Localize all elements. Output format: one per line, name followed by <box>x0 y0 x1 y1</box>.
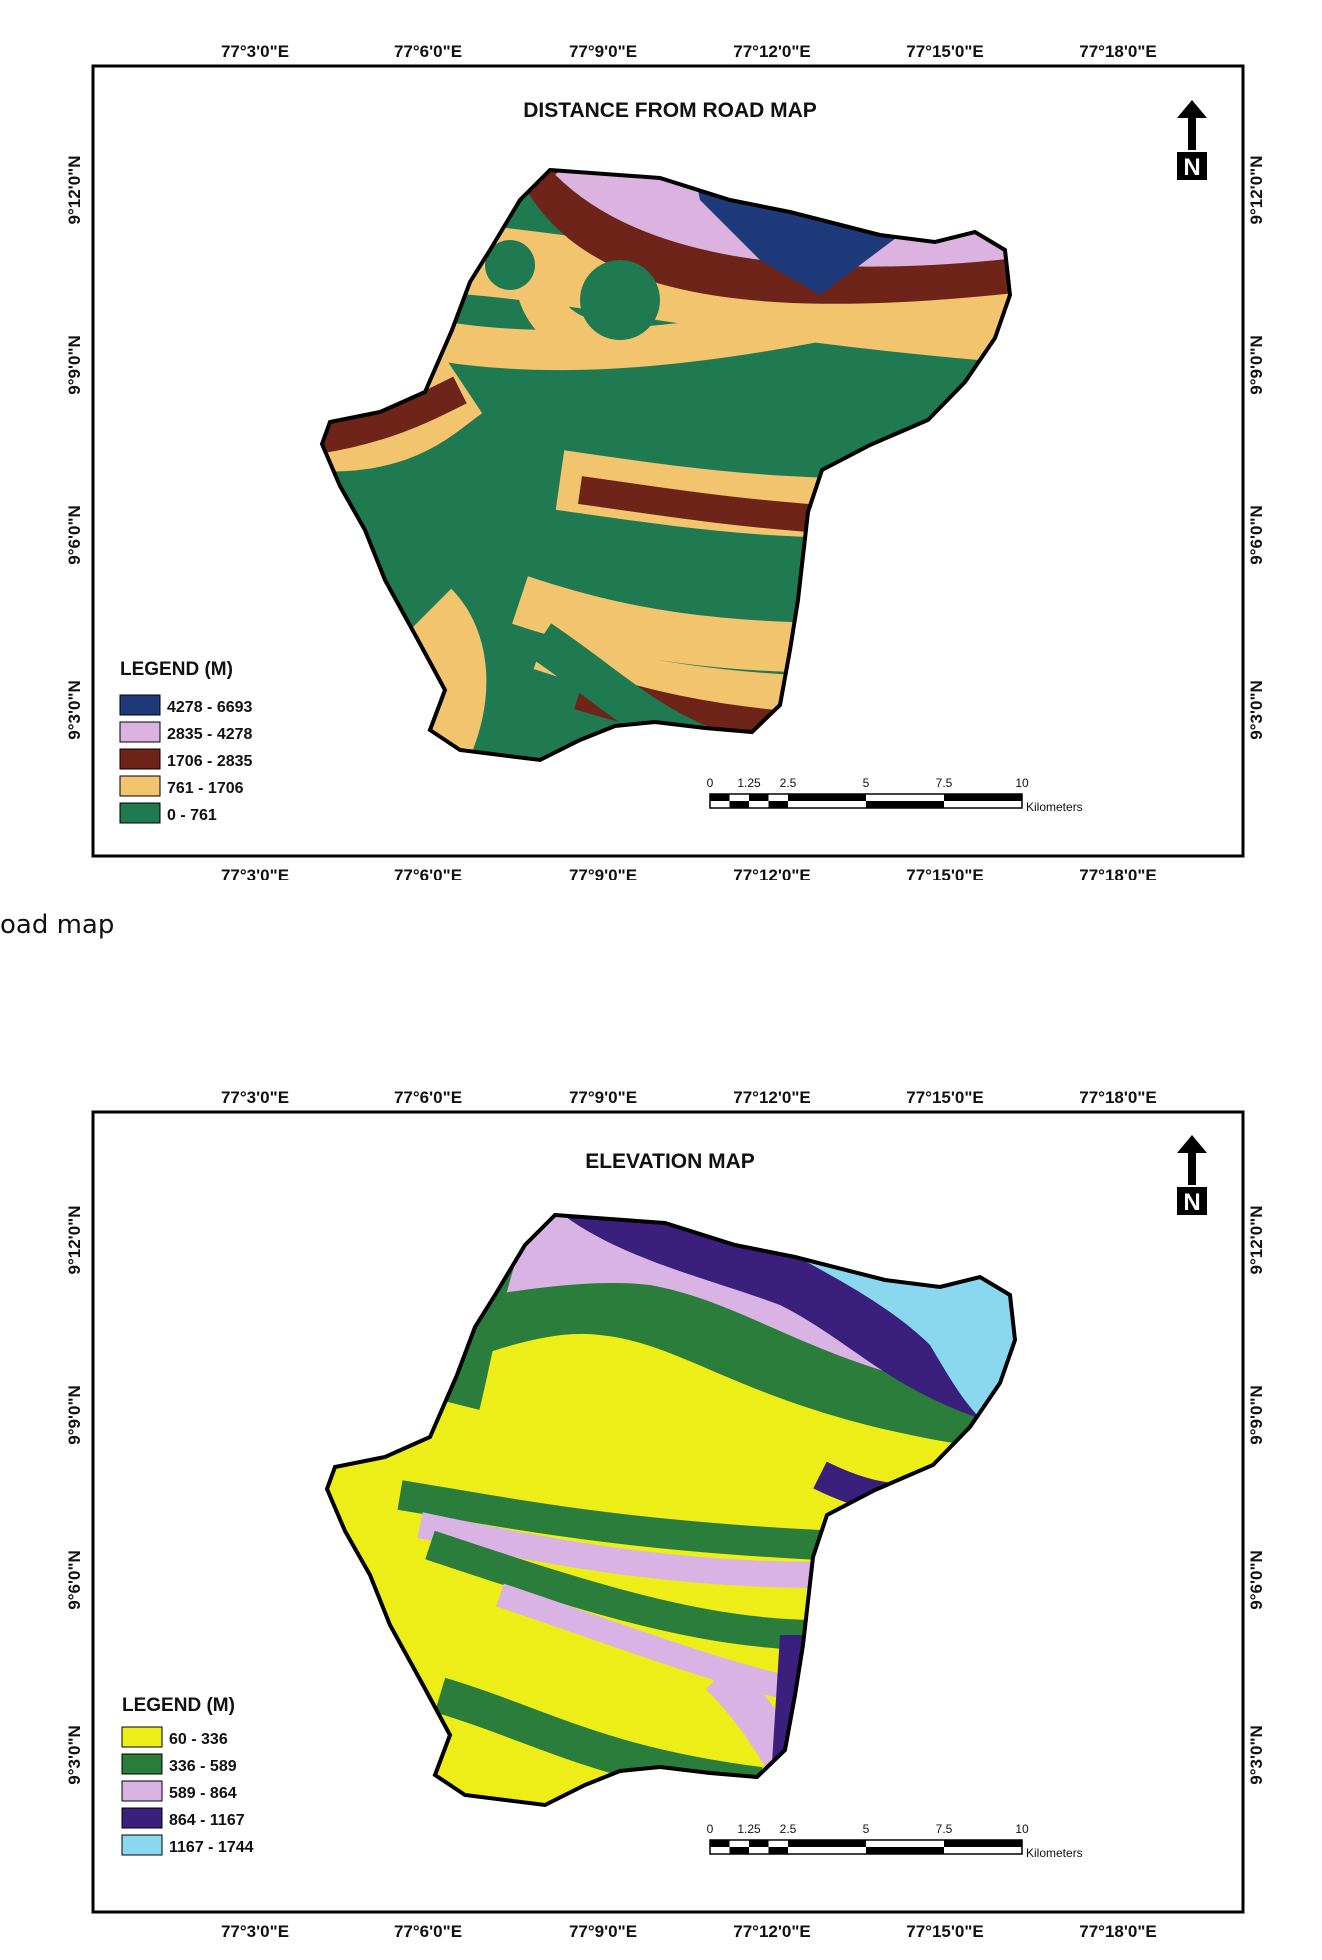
lat-label-left: 9°6'0"N <box>65 1550 84 1610</box>
lat-label-left: 9°6'0"N <box>65 505 84 565</box>
lon-label-bottom: 77°6'0"E <box>394 866 462 880</box>
lon-label-top: 77°12'0"E <box>733 1088 811 1107</box>
lon-label-top: 77°3'0"E <box>221 42 289 61</box>
watershed-boundary <box>319 167 1013 763</box>
svg-text:1.25: 1.25 <box>737 1822 761 1836</box>
lat-label-right: 9°6'0"N <box>1247 1550 1266 1610</box>
lat-label-left: 9°12'0"N <box>65 1206 84 1275</box>
legend-item: 761 - 1706 <box>167 780 244 797</box>
lon-label-bottom: 77°18'0"E <box>1079 866 1157 880</box>
lat-label-right: 9°12'0"N <box>1247 1206 1266 1275</box>
lat-label-right: 9°12'0"N <box>1247 156 1266 225</box>
legend-title: LEGEND (M) <box>120 659 233 680</box>
legend: 60 - 336 336 - 589 589 - 864 864 - 1167 … <box>121 1726 254 1856</box>
map-title: DISTANCE FROM ROAD MAP <box>523 99 817 122</box>
lat-label-right: 9°3'0"N <box>1247 1725 1266 1785</box>
north-arrow-icon: N <box>1177 100 1207 181</box>
lon-label-top: 77°3'0"E <box>221 1088 289 1107</box>
lon-label-bottom: 77°3'0"E <box>221 866 289 880</box>
watershed-boundary <box>324 1212 1018 1808</box>
lat-label-left: 9°3'0"N <box>65 1725 84 1785</box>
lat-label-right: 9°3'0"N <box>1247 680 1266 740</box>
map-title: ELEVATION MAP <box>585 1150 755 1173</box>
legend-item: 864 - 1167 <box>169 1812 245 1829</box>
svg-text:7.5: 7.5 <box>936 776 953 790</box>
scale-bar: 0 1.25 2.5 5 7.5 10 Kilometers <box>707 776 1083 814</box>
lat-label-left: 9°9'0"N <box>65 1385 84 1445</box>
lat-label-right: 9°9'0"N <box>1247 335 1266 395</box>
svg-text:1.25: 1.25 <box>737 776 761 790</box>
lat-label-left: 9°12'0"N <box>65 156 84 225</box>
svg-text:Kilometers: Kilometers <box>1026 1846 1083 1860</box>
lon-label-bottom: 77°15'0"E <box>906 1922 984 1941</box>
lat-label-left: 9°3'0"N <box>65 680 84 740</box>
lon-label-top: 77°15'0"E <box>906 42 984 61</box>
legend-item: 336 - 589 <box>169 1758 237 1775</box>
lon-label-top: 77°9'0"E <box>569 1088 637 1107</box>
lon-label-top: 77°12'0"E <box>733 42 811 61</box>
svg-text:5: 5 <box>863 1822 870 1836</box>
legend-item: 589 - 864 <box>169 1785 237 1802</box>
lat-label-left: 9°9'0"N <box>65 335 84 395</box>
lon-label-bottom: 77°9'0"E <box>569 1922 637 1941</box>
lon-label-bottom: 77°15'0"E <box>906 866 984 880</box>
lon-label-bottom: 77°18'0"E <box>1079 1922 1157 1941</box>
legend-item: 4278 - 6693 <box>167 699 253 716</box>
legend-item: 1706 - 2835 <box>167 753 253 770</box>
lat-label-right: 9°6'0"N <box>1247 505 1266 565</box>
lon-label-top: 77°15'0"E <box>906 1088 984 1107</box>
north-label: N <box>1183 1189 1200 1216</box>
legend-title: LEGEND (M) <box>122 1695 235 1716</box>
legend-item: 60 - 336 <box>169 1731 228 1748</box>
svg-text:5: 5 <box>863 776 870 790</box>
north-arrow-icon: N <box>1177 1135 1207 1216</box>
lat-label-right: 9°9'0"N <box>1247 1385 1266 1445</box>
svg-text:7.5: 7.5 <box>936 1822 953 1836</box>
figure-caption: oad map <box>0 910 115 940</box>
legend: 4278 - 6693 2835 - 4278 1706 - 2835 761 … <box>119 694 253 824</box>
legend-item: 0 - 761 <box>167 807 217 824</box>
lon-label-bottom: 77°12'0"E <box>733 1922 811 1941</box>
lon-label-bottom: 77°12'0"E <box>733 866 811 880</box>
svg-text:Kilometers: Kilometers <box>1026 800 1083 814</box>
scale-bar: 0 1.25 2.5 5 7.5 10 Kilometers <box>707 1822 1083 1860</box>
lon-label-top: 77°9'0"E <box>569 42 637 61</box>
svg-text:10: 10 <box>1015 776 1029 790</box>
distance-from-road-map: 77°3'0"E 77°6'0"E 77°9'0"E 77°12'0"E 77°… <box>0 0 1322 880</box>
legend-item: 1167 - 1744 <box>169 1839 254 1856</box>
legend-item: 2835 - 4278 <box>167 726 253 743</box>
lon-label-bottom: 77°9'0"E <box>569 866 637 880</box>
lon-label-top: 77°6'0"E <box>394 1088 462 1107</box>
svg-text:2.5: 2.5 <box>780 776 797 790</box>
lon-label-bottom: 77°3'0"E <box>221 1922 289 1941</box>
elevation-map: 77°3'0"E 77°6'0"E 77°9'0"E 77°12'0"E 77°… <box>0 1075 1322 1955</box>
svg-text:0: 0 <box>707 1822 714 1836</box>
lon-label-top: 77°18'0"E <box>1079 42 1157 61</box>
svg-text:2.5: 2.5 <box>780 1822 797 1836</box>
lon-label-bottom: 77°6'0"E <box>394 1922 462 1941</box>
svg-text:0: 0 <box>707 776 714 790</box>
north-label: N <box>1183 154 1200 181</box>
lon-label-top: 77°6'0"E <box>394 42 462 61</box>
svg-text:10: 10 <box>1015 1822 1029 1836</box>
lon-label-top: 77°18'0"E <box>1079 1088 1157 1107</box>
